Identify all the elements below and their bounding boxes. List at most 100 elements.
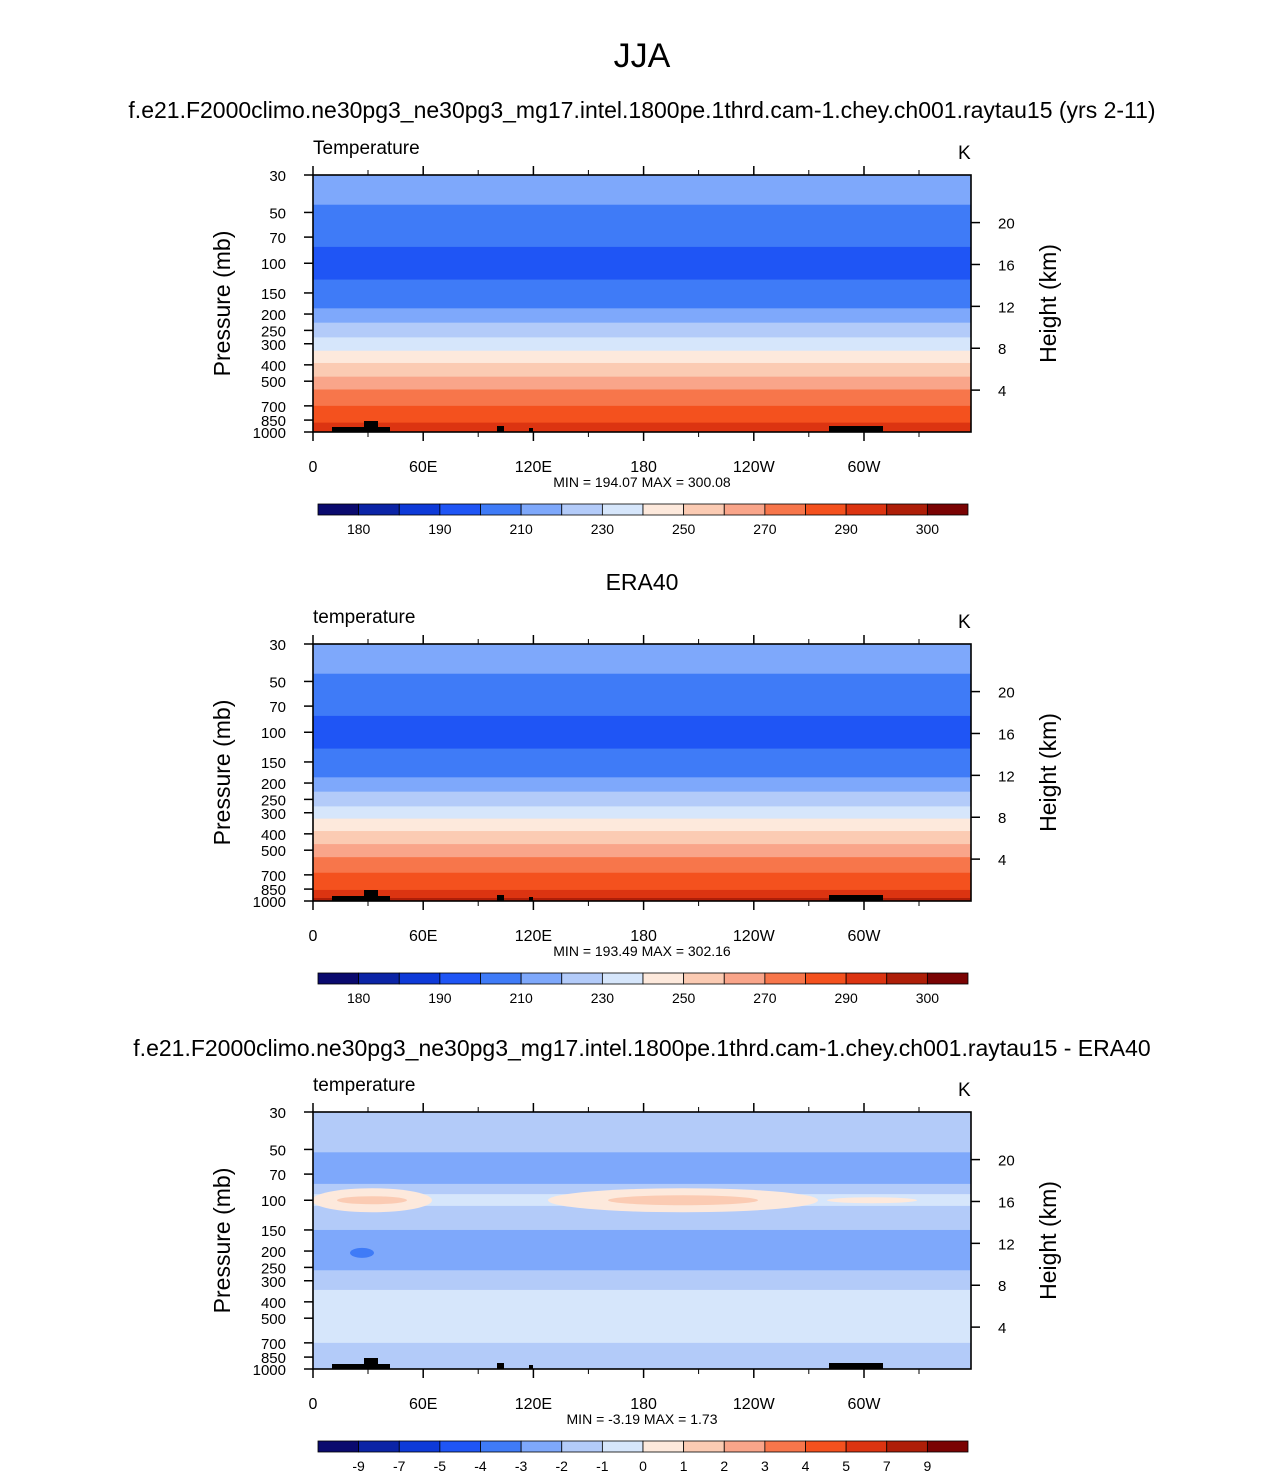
colorbar-box — [480, 972, 522, 985]
y-tick-label: 70 — [269, 699, 286, 716]
colorbar-label: 210 — [509, 990, 533, 1006]
x-tick-label: 120W — [733, 928, 776, 945]
x-tick-label: 60W — [848, 1396, 882, 1413]
panel-era40: ERA40 temperature K 0 60E 120E 180 120W 60W 30 50 7… — [209, 569, 1061, 1006]
colorbar-box — [926, 972, 969, 985]
colorbar-label: 290 — [834, 521, 858, 537]
colorbar-box — [317, 1440, 360, 1453]
x-tick-label: 180 — [630, 459, 657, 476]
colorbar-label: 250 — [672, 521, 696, 537]
colorbar-label: -5 — [434, 1458, 447, 1474]
y-tick-label: 400 — [261, 827, 286, 844]
colorbar-box — [601, 1440, 644, 1453]
x-tick-label: 0 — [309, 928, 318, 945]
colorbar-box — [683, 1440, 725, 1453]
contour-band — [313, 362, 971, 378]
min-max-stats: MIN = 193.49 MAX = 302.16 — [553, 943, 731, 959]
colorbar-box — [642, 972, 685, 985]
colorbar-label: 180 — [347, 990, 371, 1006]
warm-anomaly-core-west — [337, 1196, 407, 1205]
x-tick-label: 60E — [409, 1396, 437, 1413]
y-tick-label: 150 — [261, 755, 286, 772]
contour-band — [313, 1152, 971, 1185]
colorbar-label: 300 — [916, 521, 940, 537]
y-tick-label: 50 — [269, 674, 286, 691]
y-tick-label: 700 — [261, 868, 286, 885]
colorbar-box — [926, 1440, 969, 1453]
topography — [497, 1363, 504, 1369]
colorbar-label: 3 — [761, 1458, 769, 1474]
colorbar-box — [439, 972, 481, 985]
colorbar-box — [723, 1440, 766, 1453]
y-axis-title: Pressure (mb) — [209, 1168, 235, 1314]
y-tick-label: 500 — [261, 843, 286, 860]
x-tick-label: 0 — [309, 1396, 318, 1413]
colorbar-box — [439, 1440, 481, 1453]
colorbar-box — [764, 1440, 806, 1453]
min-max-stats: MIN = 194.07 MAX = 300.08 — [553, 474, 731, 490]
y-tick-label: 250 — [261, 792, 286, 809]
y-tick-label: 1000 — [253, 894, 286, 911]
colorbar-box — [398, 972, 441, 985]
contour-band — [313, 818, 971, 832]
colorbar-box — [561, 1440, 603, 1453]
contour-band — [313, 279, 971, 309]
colorbar-box — [561, 972, 603, 985]
colorbar-label: 1 — [680, 1458, 688, 1474]
colorbar-box — [642, 503, 685, 516]
y-right-tick-label: 16 — [998, 726, 1015, 743]
x-tick-label: 0 — [309, 459, 318, 476]
topography — [829, 1363, 883, 1369]
y-tick-label: 70 — [269, 1167, 286, 1184]
plot-frame — [312, 174, 972, 433]
y-right-tick-label: 16 — [998, 257, 1015, 274]
y-right-axis-title: Height (km) — [1035, 244, 1061, 363]
colorbar-box — [317, 503, 360, 516]
colorbar-box — [439, 503, 481, 516]
colorbar-box — [358, 1440, 400, 1453]
topography — [529, 897, 533, 901]
contour-band — [313, 1289, 971, 1344]
y-tick-label: 30 — [269, 168, 286, 185]
colorbar-box — [723, 503, 766, 516]
topography — [529, 1365, 533, 1369]
y-right-tick-label: 8 — [998, 341, 1006, 358]
topography — [829, 426, 883, 432]
units-label: K — [958, 1080, 971, 1101]
colorbar-label: 230 — [591, 990, 615, 1006]
contour-band — [313, 872, 971, 891]
colorbar-label: 250 — [672, 990, 696, 1006]
colorbar-box — [845, 1440, 888, 1453]
contour-band — [313, 308, 971, 324]
contour-band — [313, 175, 971, 206]
y-tick-label: 850 — [261, 882, 286, 899]
colorbar-label: 300 — [916, 990, 940, 1006]
y-right-tick-label: 8 — [998, 1278, 1006, 1295]
colorbar-label: 2 — [720, 1458, 728, 1474]
units-label: K — [958, 612, 971, 633]
y-tick-label: 30 — [269, 637, 286, 654]
x-tick-label: 60W — [848, 459, 882, 476]
y-tick-label: 850 — [261, 1350, 286, 1367]
colorbar-label: -7 — [393, 1458, 406, 1474]
y-tick-label: 300 — [261, 1274, 286, 1291]
y-tick-label: 100 — [261, 725, 286, 742]
y-tick-label: 400 — [261, 358, 286, 375]
y-right-axis-title: Height (km) — [1035, 713, 1061, 832]
y-tick-label: 700 — [261, 399, 286, 416]
contour-band — [313, 405, 971, 424]
colorbar-label: 270 — [753, 990, 777, 1006]
topography — [332, 427, 390, 432]
y-right-tick-label: 12 — [998, 299, 1015, 316]
colorbar-label: -3 — [515, 1458, 528, 1474]
variable-label: temperature — [313, 1075, 415, 1096]
y-right-tick-label: 4 — [998, 383, 1006, 400]
cold-anomaly — [350, 1247, 374, 1258]
y-right-tick-label: 4 — [998, 1320, 1006, 1337]
y-axis-title: Pressure (mb) — [209, 700, 235, 846]
colorbar-box — [886, 972, 928, 985]
x-tick-label: 120W — [733, 1396, 776, 1413]
colorbar-box — [764, 972, 806, 985]
colorbar-box — [805, 972, 847, 985]
